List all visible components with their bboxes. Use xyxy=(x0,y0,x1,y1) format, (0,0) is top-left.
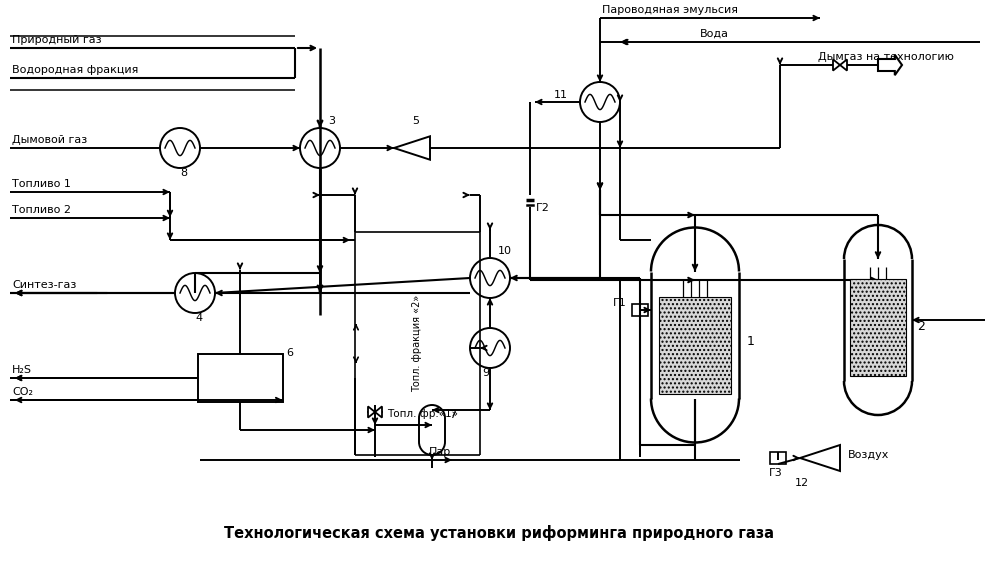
Text: 6: 6 xyxy=(287,348,294,358)
Bar xyxy=(198,354,283,402)
Text: Дымгаз на технологию: Дымгаз на технологию xyxy=(818,52,954,62)
Text: 7: 7 xyxy=(449,410,457,420)
Text: 10: 10 xyxy=(498,246,512,256)
Bar xyxy=(850,279,906,376)
Bar xyxy=(632,304,648,316)
Text: H₂S: H₂S xyxy=(12,365,32,375)
Text: Природный газ: Природный газ xyxy=(12,35,102,45)
Text: 8: 8 xyxy=(181,168,188,178)
Text: Топливо 2: Топливо 2 xyxy=(12,205,71,215)
Text: 5: 5 xyxy=(413,116,420,126)
Text: 12: 12 xyxy=(795,478,809,488)
Text: Г2: Г2 xyxy=(536,203,549,213)
Text: Синтез-газ: Синтез-газ xyxy=(12,280,76,290)
Text: Г1: Г1 xyxy=(613,298,627,308)
Text: Топливо 1: Топливо 1 xyxy=(12,179,71,189)
Polygon shape xyxy=(368,406,375,417)
Text: 2: 2 xyxy=(917,320,925,333)
Bar xyxy=(770,452,786,464)
Text: Вода: Вода xyxy=(700,29,729,39)
Text: Топл. фр.«1»: Топл. фр.«1» xyxy=(387,409,458,419)
Text: Топл. фракция «2»: Топл. фракция «2» xyxy=(413,295,423,392)
Polygon shape xyxy=(375,406,382,417)
Text: Технологическая схема установки риформинга природного газа: Технологическая схема установки риформин… xyxy=(224,525,774,541)
Text: Дымовой газ: Дымовой газ xyxy=(12,135,87,145)
Polygon shape xyxy=(833,59,840,71)
Text: 11: 11 xyxy=(554,90,568,100)
Polygon shape xyxy=(840,59,847,71)
Text: Пароводяная эмульсия: Пароводяная эмульсия xyxy=(602,5,738,15)
Text: 9: 9 xyxy=(483,368,490,378)
Text: Воздух: Воздух xyxy=(848,450,889,460)
Text: Водородная фракция: Водородная фракция xyxy=(12,65,139,75)
Bar xyxy=(659,297,731,393)
Text: 3: 3 xyxy=(328,116,335,126)
Text: 1: 1 xyxy=(747,335,755,348)
Text: 4: 4 xyxy=(196,313,203,323)
Text: CO₂: CO₂ xyxy=(12,387,33,397)
Text: Пар: Пар xyxy=(429,447,452,457)
Text: Г3: Г3 xyxy=(769,468,783,478)
